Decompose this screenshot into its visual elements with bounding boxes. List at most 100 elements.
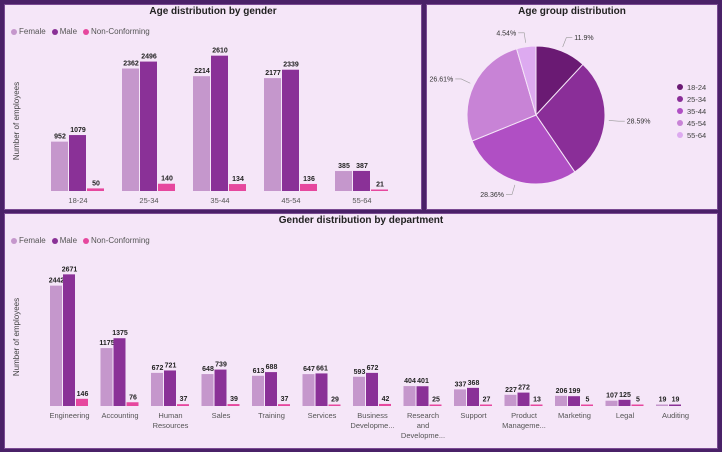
data-label-nonconf: 5 xyxy=(636,397,640,404)
bar-female[interactable] xyxy=(504,394,517,406)
x-tick-label: Product Manageme... xyxy=(502,411,546,430)
data-label-female: 952 xyxy=(54,134,66,141)
bar-male[interactable] xyxy=(63,274,75,406)
bar-nonconf[interactable] xyxy=(480,404,492,407)
pie-legend-label: 35-44 xyxy=(687,106,707,116)
bar-male[interactable] xyxy=(265,372,277,406)
x-tick-label: Auditing xyxy=(662,411,689,420)
pie-legend-swatch xyxy=(677,120,683,126)
bar-female[interactable] xyxy=(264,78,281,191)
bar-female[interactable] xyxy=(335,171,352,191)
data-label-male: 387 xyxy=(356,163,368,170)
bar-female[interactable] xyxy=(353,376,365,406)
bar-nonconf[interactable] xyxy=(87,188,104,191)
bar-male[interactable] xyxy=(416,386,429,406)
bar-male[interactable] xyxy=(568,396,580,406)
bar-female[interactable] xyxy=(252,375,264,406)
bar-nonconf[interactable] xyxy=(126,402,139,406)
x-tick-label: 35-44 xyxy=(210,196,229,205)
x-tick-label: Services xyxy=(308,411,337,420)
bar-nonconf[interactable] xyxy=(76,398,88,406)
age-gender-bar-chart: Number of employees 952 1079 50 18-24 2362249… xyxy=(12,48,388,205)
pie-slice[interactable] xyxy=(515,45,537,116)
data-label-nonconf: 76 xyxy=(129,394,137,401)
pie-slice[interactable] xyxy=(535,63,606,173)
bar-female[interactable] xyxy=(122,68,139,191)
pie-data-label: 11.9% xyxy=(574,35,593,42)
data-label-male: 2610 xyxy=(212,48,228,55)
bar-nonconf[interactable] xyxy=(278,404,290,406)
bar-female[interactable] xyxy=(605,400,618,406)
bar-nonconf[interactable] xyxy=(227,404,240,406)
bar-nonconf[interactable] xyxy=(631,404,644,407)
bar-nonconf[interactable] xyxy=(177,404,189,406)
pie-legend-item: 25-34 xyxy=(677,93,706,105)
data-label-nonconf: 5 xyxy=(586,397,590,404)
bar-nonconf[interactable] xyxy=(581,404,593,407)
pie-data-label: 28.59% xyxy=(627,119,651,126)
data-label-female: 2362 xyxy=(123,61,139,68)
department-gender-panel: Gender distribution by department Female… xyxy=(4,213,718,449)
bar-male[interactable] xyxy=(618,399,631,406)
data-label-male: 672 xyxy=(367,365,379,372)
pie-data-label: 28.36% xyxy=(480,192,504,199)
bar-female[interactable] xyxy=(201,374,214,406)
bar-female[interactable] xyxy=(100,348,113,406)
bar-nonconf[interactable] xyxy=(158,183,175,191)
bar-nonconf[interactable] xyxy=(530,404,543,407)
bar-female[interactable] xyxy=(656,404,668,407)
age-gender-panel: Age distribution by gender Female Male N… xyxy=(4,4,422,210)
bar-male[interactable] xyxy=(164,370,176,406)
bar-female[interactable] xyxy=(51,141,68,191)
bar-male[interactable] xyxy=(353,170,370,191)
data-label-nonconf: 134 xyxy=(232,176,244,183)
data-label-female: 206 xyxy=(556,388,568,395)
bar-female[interactable] xyxy=(403,386,416,406)
pie-slice[interactable] xyxy=(471,114,576,185)
pie-legend-item: 45-54 xyxy=(677,117,706,129)
legend-swatch-nonconf xyxy=(83,28,90,35)
bar-female[interactable] xyxy=(193,76,210,191)
bar-nonconf[interactable] xyxy=(379,403,391,406)
bar-nonconf[interactable] xyxy=(429,404,442,407)
x-tick-label: 45-54 xyxy=(281,196,300,205)
data-label-female: 593 xyxy=(354,369,366,376)
y-axis-label: Number of employees xyxy=(12,82,21,160)
bar-male[interactable] xyxy=(517,392,530,406)
bar-female[interactable] xyxy=(555,395,567,406)
pie-data-label: 26.61% xyxy=(429,76,453,83)
bar-female[interactable] xyxy=(151,372,163,406)
bar-male[interactable] xyxy=(669,404,681,407)
data-label-male: 739 xyxy=(215,362,227,369)
data-label-male: 272 xyxy=(518,385,530,392)
legend-swatch-male xyxy=(51,28,58,35)
bar-female[interactable] xyxy=(302,374,315,406)
bar-male[interactable] xyxy=(467,387,479,406)
data-label-male: 199 xyxy=(569,388,581,395)
bar-male[interactable] xyxy=(69,135,86,191)
bar-female[interactable] xyxy=(454,389,466,406)
bar-nonconf[interactable] xyxy=(300,183,317,191)
pie-legend-item: 55-64 xyxy=(677,129,706,141)
data-label-female: 2214 xyxy=(194,68,210,75)
pie-leader-line xyxy=(505,184,516,195)
pie-slice[interactable] xyxy=(466,48,537,142)
bar-female[interactable] xyxy=(50,285,62,406)
bar-male[interactable] xyxy=(315,373,328,406)
bar-male[interactable] xyxy=(366,372,378,406)
bar-nonconf[interactable] xyxy=(229,184,246,191)
bar-male[interactable] xyxy=(214,369,227,406)
bar-male[interactable] xyxy=(140,61,157,192)
x-tick-label: Legal xyxy=(616,411,635,420)
bar-male[interactable] xyxy=(282,69,299,191)
bar-nonconf[interactable] xyxy=(371,189,388,192)
data-label-female: 337 xyxy=(455,381,467,388)
data-label-female: 404 xyxy=(404,378,416,385)
data-label-nonconf: 42 xyxy=(382,396,390,403)
bar-nonconf[interactable] xyxy=(328,404,341,407)
x-tick-label: Business Developme... xyxy=(350,411,394,430)
bar-male[interactable] xyxy=(113,338,126,406)
data-label-male: 2339 xyxy=(283,62,299,69)
data-label-male: 125 xyxy=(619,392,631,399)
bar-male[interactable] xyxy=(211,55,228,191)
